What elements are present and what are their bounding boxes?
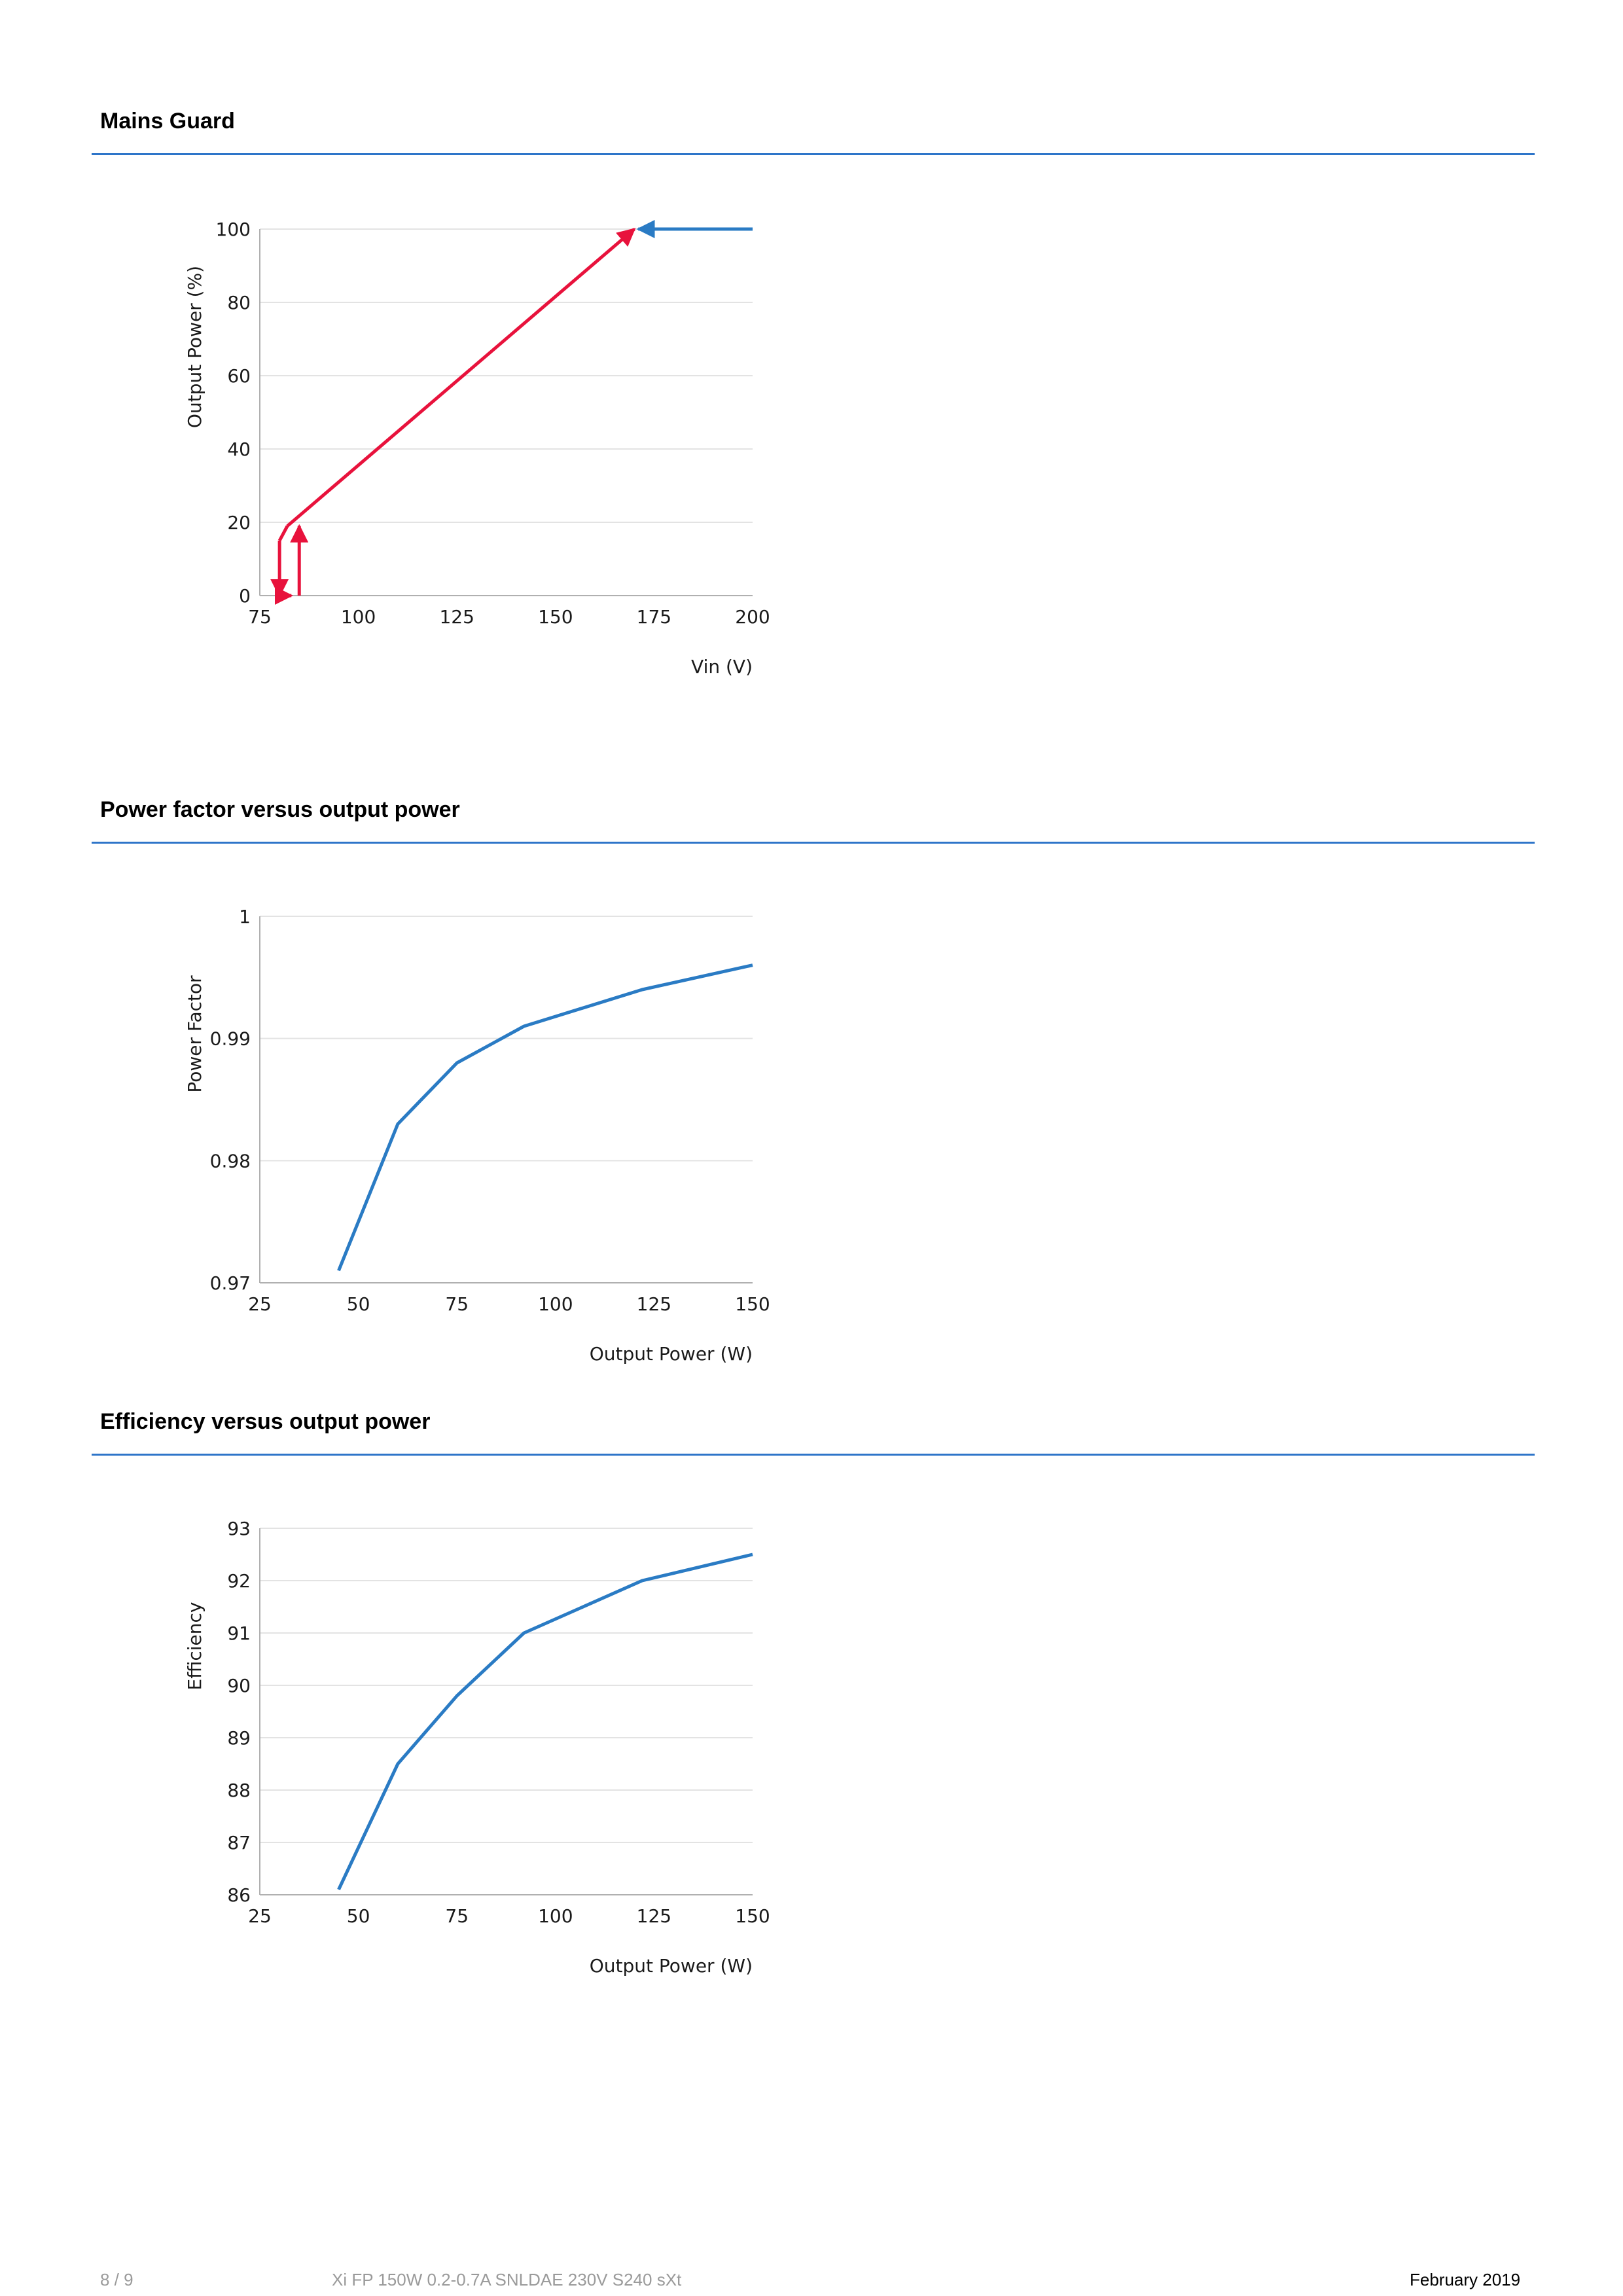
y-tick-label: 100 bbox=[216, 219, 251, 240]
y-tick-label: 0.97 bbox=[210, 1272, 251, 1294]
y-tick-label: 87 bbox=[227, 1832, 251, 1854]
x-tick-label: 25 bbox=[248, 1293, 272, 1315]
y-tick-label: 80 bbox=[227, 292, 251, 314]
series-line bbox=[337, 963, 753, 1272]
series-line bbox=[286, 228, 636, 528]
y-tick-label: 0 bbox=[239, 585, 251, 607]
section-divider bbox=[92, 153, 1535, 155]
y-tick-label: 0.99 bbox=[210, 1028, 251, 1050]
y-axis-title: Efficiency bbox=[184, 1602, 205, 1691]
y-tick-label: 20 bbox=[227, 512, 251, 533]
x-tick-label: 75 bbox=[445, 1905, 469, 1927]
y-tick-label: 92 bbox=[227, 1570, 251, 1592]
y-tick-label: 40 bbox=[227, 439, 251, 460]
y-tick-label: 0.98 bbox=[210, 1150, 251, 1172]
x-tick-label: 25 bbox=[248, 1905, 272, 1927]
x-tick-label: 200 bbox=[735, 606, 770, 628]
x-tick-label: 175 bbox=[637, 606, 671, 628]
x-tick-label: 50 bbox=[347, 1293, 370, 1315]
x-tick-label: 125 bbox=[439, 606, 474, 628]
x-tick-label: 125 bbox=[637, 1293, 671, 1315]
series-line bbox=[337, 1552, 753, 1891]
y-axis-title: Output Power (%) bbox=[184, 266, 205, 428]
x-tick-label: 125 bbox=[637, 1905, 671, 1927]
y-tick-label: 60 bbox=[227, 365, 251, 387]
y-tick-label: 93 bbox=[227, 1518, 251, 1539]
footer-page-number: 8 / 9 bbox=[100, 2270, 134, 2289]
section-title-efficiency: Efficiency versus output power bbox=[100, 1409, 431, 1434]
efficiency-chart: 86 87 88 89 90 91 92 93 25 50 75 100 125 150 Output Po… bbox=[184, 1518, 770, 1977]
x-tick-label: 150 bbox=[735, 1293, 770, 1315]
section-divider bbox=[92, 1454, 1535, 1456]
series-line bbox=[277, 525, 289, 542]
y-tick-label: 1 bbox=[239, 906, 251, 927]
x-tick-label: 50 bbox=[347, 1905, 370, 1927]
y-tick-label: 91 bbox=[227, 1623, 251, 1644]
x-tick-label: 75 bbox=[445, 1293, 469, 1315]
y-axis-title: Power Factor bbox=[184, 975, 205, 1093]
y-tick-label: 88 bbox=[227, 1780, 251, 1801]
x-axis-title: Vin (V) bbox=[691, 656, 753, 677]
y-tick-label: 89 bbox=[227, 1727, 251, 1749]
footer-product-name: Xi FP 150W 0.2-0.7A SNLDAE 230V S240 sXt bbox=[332, 2270, 682, 2289]
x-tick-label: 150 bbox=[538, 606, 573, 628]
x-tick-label: 100 bbox=[341, 606, 376, 628]
mains-guard-chart: 0 20 40 60 80 100 75 100 125 150 175 200 Vin (V) Outp… bbox=[184, 219, 770, 677]
x-tick-label: 150 bbox=[735, 1905, 770, 1927]
footer-date: February 2019 bbox=[1410, 2270, 1521, 2289]
section-title-mains-guard: Mains Guard bbox=[100, 109, 235, 134]
y-tick-label: 86 bbox=[227, 1884, 251, 1906]
x-axis-title: Output Power (W) bbox=[590, 1343, 753, 1365]
x-tick-label: 75 bbox=[248, 606, 272, 628]
x-axis-title: Output Power (W) bbox=[590, 1955, 753, 1977]
y-tick-label: 90 bbox=[227, 1675, 251, 1696]
x-tick-label: 100 bbox=[538, 1293, 573, 1315]
section-divider bbox=[92, 842, 1535, 844]
x-tick-label: 100 bbox=[538, 1905, 573, 1927]
section-title-power-factor: Power factor versus output power bbox=[100, 797, 460, 822]
